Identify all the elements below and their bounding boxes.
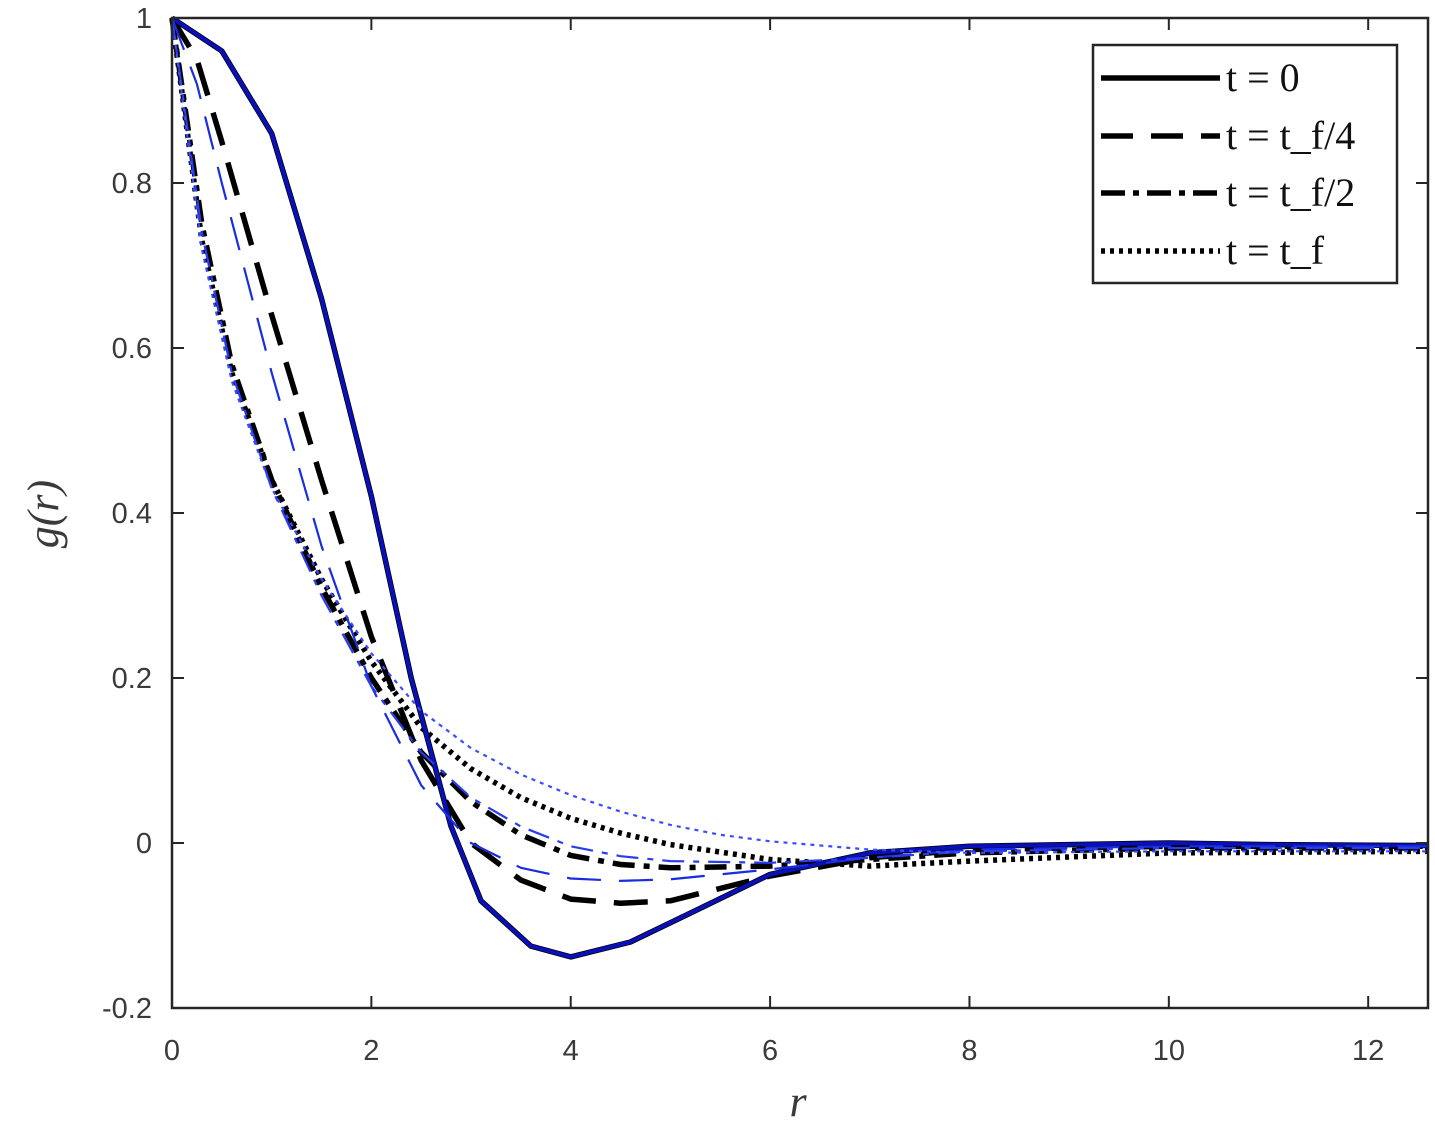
x-tick-label: 12	[1352, 1035, 1384, 1067]
x-tick-label: 8	[961, 1035, 977, 1067]
x-tick-label: 10	[1153, 1035, 1185, 1067]
axis-ticks	[171, 17, 1428, 1009]
x-tick-label: 0	[164, 1035, 180, 1067]
x-tick-label: 4	[563, 1035, 579, 1067]
x-tick-label: 2	[363, 1035, 379, 1067]
legend-label-tf4: t = t_f/4	[1226, 113, 1355, 158]
legend-label-tf: t = t_f	[1226, 228, 1325, 273]
y-tick-label: 1	[136, 3, 152, 35]
y-tick-label: 0.2	[112, 663, 152, 695]
series-line-solid-blue	[170, 16, 1429, 959]
y-tick-label: -0.2	[102, 993, 152, 1025]
y-tick-label: 0.6	[112, 333, 152, 365]
plot-lines	[169, 15, 1429, 960]
y-tick-label: 0.4	[112, 498, 152, 530]
legend-box	[1091, 43, 1399, 285]
x-tick-label: 6	[762, 1035, 778, 1067]
axis-tick-labels: 0 2 4 6 8 10 12 -0.2 0 0.2 0.4 0.6 0.8 1	[102, 3, 1384, 1067]
x-axis-label: r	[789, 1077, 807, 1123]
y-axis-label: g(r)	[19, 480, 68, 548]
series-line-dashdot-blue	[170, 17, 1428, 864]
legend-label-tf2: t = t_f/2	[1226, 170, 1355, 215]
y-tick-label: 0.8	[112, 168, 152, 200]
y-tick-label: 0	[136, 828, 152, 860]
legend: t = 0 t = t_f/4 t = t_f/2 t = t_f	[1091, 43, 1399, 285]
legend-label-t0: t = 0	[1226, 55, 1300, 100]
